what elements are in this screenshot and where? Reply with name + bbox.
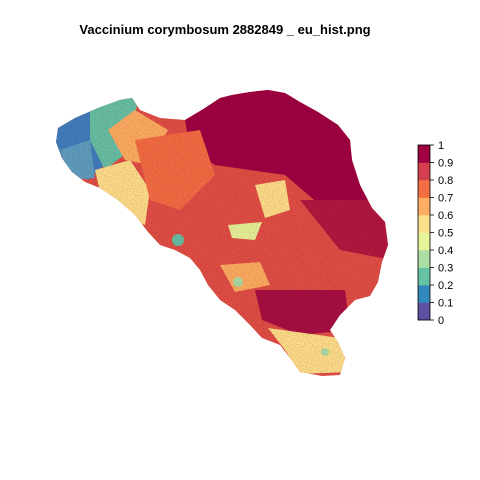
legend-tick-label: 0.2 xyxy=(438,280,453,292)
legend-swatch xyxy=(418,268,430,286)
legend-swatch xyxy=(418,215,430,233)
legend-tick-label: 0.9 xyxy=(438,158,453,170)
legend-tick-label: 0.5 xyxy=(438,228,453,240)
legend-tick-label: 0 xyxy=(438,315,444,327)
legend-swatch xyxy=(418,250,430,268)
legend-tick-label: 0.7 xyxy=(438,193,453,205)
legend-swatch xyxy=(418,233,430,251)
legend-tick-label: 0.1 xyxy=(438,298,453,310)
legend-tick-label: 1 xyxy=(438,140,444,152)
legend-tick-label: 0.3 xyxy=(438,263,453,275)
legend-tick-label: 0.8 xyxy=(438,175,453,187)
legend-tick-label: 0.4 xyxy=(438,245,453,257)
legend-tick-label: 0.6 xyxy=(438,210,453,222)
legend-swatch xyxy=(418,303,430,321)
legend-swatch xyxy=(418,180,430,198)
legend-swatch xyxy=(418,198,430,216)
legend-swatch xyxy=(418,285,430,303)
legend-swatch xyxy=(418,163,430,181)
legend-swatch xyxy=(418,145,430,163)
